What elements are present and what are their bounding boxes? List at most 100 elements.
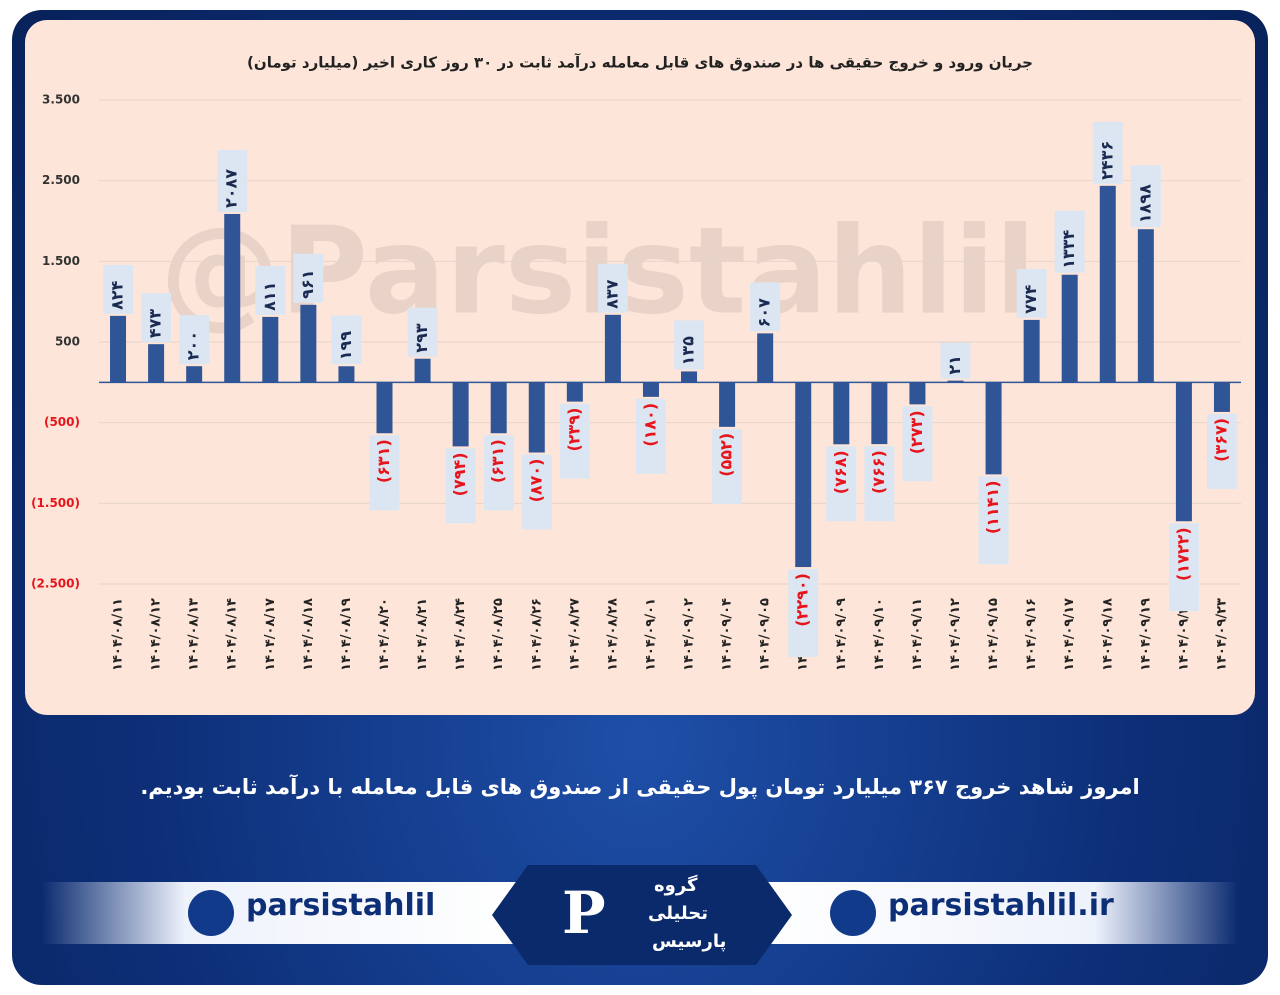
x-tick-label: ۱۴۰۴/۰۸/۲۴ bbox=[453, 598, 468, 671]
value-label-box bbox=[826, 446, 857, 522]
bar bbox=[148, 344, 165, 383]
value-label: (۲۷۳) bbox=[907, 410, 926, 454]
value-label-box bbox=[217, 149, 248, 212]
value-label-box bbox=[788, 569, 819, 658]
value-label-box bbox=[712, 428, 743, 504]
x-tick-label: ۱۴۰۴/۰۸/۱۸ bbox=[301, 598, 316, 671]
x-tick-label: ۱۴۰۴/۰۸/۱۳ bbox=[187, 598, 202, 671]
x-tick-label: ۱۴۰۴/۰۸/۲۵ bbox=[491, 598, 506, 671]
value-label-box bbox=[864, 446, 895, 522]
value-label: (۳۶۷) bbox=[1211, 418, 1230, 462]
x-tick-label: ۱۴۰۴/۰۸/۱۹ bbox=[339, 598, 354, 671]
value-label-box bbox=[331, 315, 362, 365]
value-label: ۲۱ bbox=[945, 355, 964, 375]
y-tick-label: 2.500 bbox=[42, 173, 80, 187]
y-tick-label: 500 bbox=[55, 335, 80, 349]
bar bbox=[224, 213, 241, 383]
x-tick-label: ۱۴۰۴/۰۹/۰۹ bbox=[834, 598, 849, 671]
bar bbox=[262, 316, 279, 383]
value-label-box bbox=[179, 315, 210, 365]
x-tick-label: ۱۴۰۴/۰۹/۱۹ bbox=[1138, 598, 1153, 671]
bar bbox=[985, 382, 1002, 475]
value-label: (۶۳۱) bbox=[488, 439, 507, 483]
bar bbox=[490, 382, 507, 434]
x-tick-label: ۱۴۰۴/۰۹/۱۲ bbox=[948, 598, 963, 671]
bar bbox=[642, 382, 659, 397]
bar bbox=[681, 371, 698, 383]
x-tick-label: ۱۴۰۴/۰۹/۱۸ bbox=[1100, 598, 1115, 671]
bar bbox=[1099, 185, 1116, 383]
bar bbox=[757, 333, 774, 383]
value-label: ۶۰۷ bbox=[755, 298, 774, 328]
y-tick-label: 1.500 bbox=[42, 254, 80, 268]
x-tick-label: ۱۴۰۴/۰۸/۲۶ bbox=[529, 598, 544, 671]
value-label: ۲۰۰ bbox=[184, 331, 203, 360]
bar bbox=[833, 382, 850, 445]
value-label: ۸۱۱ bbox=[260, 282, 279, 311]
x-tick-label: ۱۴۰۴/۰۹/۱۱ bbox=[910, 598, 925, 671]
value-label: (۲۲۹۰) bbox=[793, 573, 812, 627]
value-label-box bbox=[674, 320, 705, 370]
bar bbox=[300, 304, 317, 383]
value-label: (۲۳۹) bbox=[564, 408, 583, 452]
value-label: ۸۳۷ bbox=[602, 279, 621, 309]
value-label: ۸۲۴ bbox=[108, 280, 127, 310]
value-label-box bbox=[445, 448, 476, 524]
bar bbox=[947, 380, 964, 383]
bar bbox=[909, 382, 926, 405]
value-label: ۱۹۹ bbox=[336, 331, 355, 361]
x-tick-label: ۱۴۰۴/۰۸/۲۰ bbox=[377, 598, 392, 671]
value-label-box bbox=[1130, 165, 1161, 228]
value-label: ۹۶۱ bbox=[298, 270, 317, 299]
x-tick-label: ۱۴۰۴/۰۸/۱۷ bbox=[263, 598, 278, 671]
x-tick-label: ۱۴۰۴/۰۸/۱۱ bbox=[111, 598, 126, 671]
bar bbox=[566, 382, 583, 402]
value-label: (۱۱۴۱) bbox=[983, 480, 1002, 534]
y-tick-label: 3.500 bbox=[42, 93, 80, 107]
x-tick-label: ۱۴۰۴/۰۹/۲۲ bbox=[1176, 598, 1191, 671]
x-tick-label: ۱۴۰۴/۰۹/۱۵ bbox=[986, 598, 1001, 671]
value-label-box bbox=[407, 307, 438, 357]
telegram-icon bbox=[188, 890, 234, 936]
x-tick-label: ۱۴۰۴/۰۹/۱۰ bbox=[872, 598, 887, 671]
value-label-box bbox=[1168, 523, 1199, 612]
x-tick-label: ۱۴۰۴/۰۹/۰۲ bbox=[682, 598, 697, 671]
logo-text: پارسیس bbox=[652, 931, 727, 952]
value-label-box bbox=[103, 264, 134, 314]
value-label-box bbox=[559, 403, 590, 479]
bar bbox=[452, 382, 469, 447]
bar bbox=[1137, 229, 1154, 383]
bar bbox=[414, 358, 431, 383]
value-label: (۷۶۶) bbox=[869, 450, 888, 494]
x-tick-label: ۱۴۰۴/۰۹/۱۷ bbox=[1062, 598, 1077, 671]
bar bbox=[719, 382, 736, 427]
x-tick-label: ۱۴۰۴/۰۸/۱۲ bbox=[149, 598, 164, 671]
value-label: (۱۸۰) bbox=[640, 403, 659, 447]
website: parsistahlil.ir bbox=[888, 888, 1114, 923]
value-label: (۵۵۲) bbox=[717, 433, 736, 477]
value-label: ۲۰۸۷ bbox=[222, 169, 241, 208]
x-tick-label: ۱۴۰۴/۰۹/۰۴ bbox=[720, 598, 735, 671]
value-label: (۶۳۱) bbox=[374, 439, 393, 483]
telegram-handle: parsistahlil bbox=[246, 888, 436, 923]
value-label-box bbox=[1206, 413, 1237, 489]
chart: @Parsistahlil جریان ورود و خروج حقیقی ها… bbox=[31, 54, 1241, 671]
value-label-box bbox=[1054, 210, 1085, 273]
x-tick-label: ۱۴۰۴/۰۸/۲۷ bbox=[567, 598, 582, 671]
bar bbox=[871, 382, 888, 445]
value-label: ۴۷۳ bbox=[146, 309, 165, 339]
logo-text: تحلیلی bbox=[648, 903, 708, 924]
value-label-box bbox=[141, 293, 172, 343]
bar bbox=[795, 382, 812, 568]
y-tick-label: (1.500) bbox=[31, 496, 80, 510]
bar bbox=[528, 382, 545, 453]
bar bbox=[110, 315, 127, 383]
logo-mark: P bbox=[562, 879, 606, 947]
frame: امروز شاهد خروج ۳۶۷ میلیارد تومان پول حق… bbox=[12, 10, 1268, 985]
value-label: ۲۴۳۶ bbox=[1097, 141, 1116, 180]
caption: امروز شاهد خروج ۳۶۷ میلیارد تومان پول حق… bbox=[140, 775, 1140, 799]
value-label: ۲۹۳ bbox=[412, 323, 431, 353]
value-label-box bbox=[1016, 268, 1047, 318]
value-label: ۱۳۵ bbox=[679, 336, 698, 366]
x-tick-label: ۱۴۰۴/۰۹/۰۵ bbox=[758, 598, 773, 671]
